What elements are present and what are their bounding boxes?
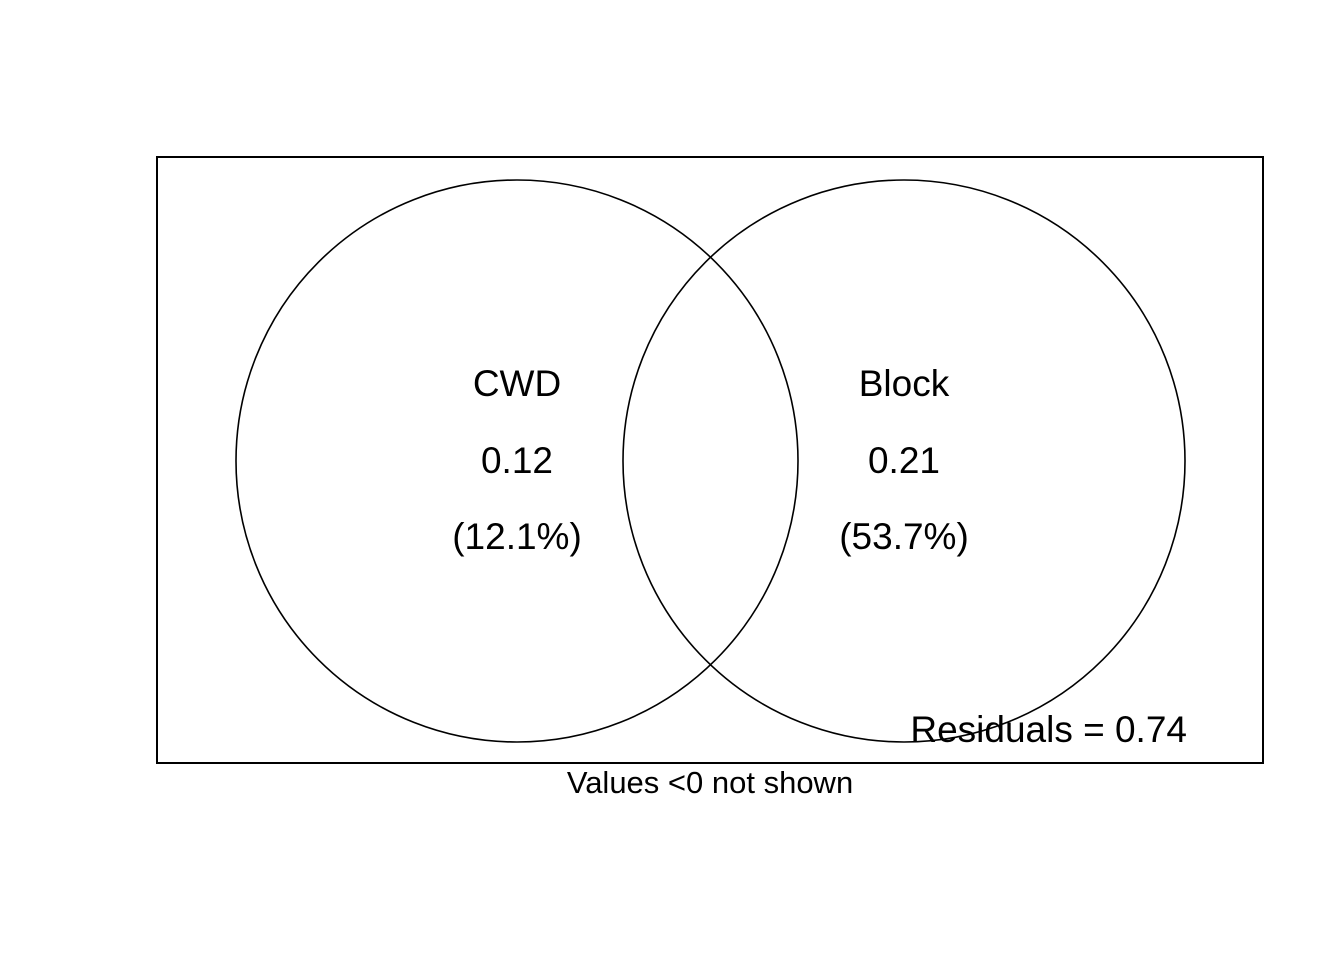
caption-note: Values <0 not shown bbox=[567, 765, 853, 800]
block-value: 0.21 bbox=[868, 440, 940, 481]
cwd-percent: (12.1%) bbox=[452, 516, 582, 557]
cwd-value: 0.12 bbox=[481, 440, 553, 481]
cwd-label: CWD bbox=[473, 363, 561, 404]
block-label: Block bbox=[859, 363, 950, 404]
cwd-circle bbox=[235, 179, 799, 743]
residuals-label: Residuals = 0.74 bbox=[910, 709, 1187, 750]
block-percent: (53.7%) bbox=[839, 516, 969, 557]
plot-frame bbox=[156, 156, 1264, 764]
block-circle bbox=[622, 179, 1186, 743]
